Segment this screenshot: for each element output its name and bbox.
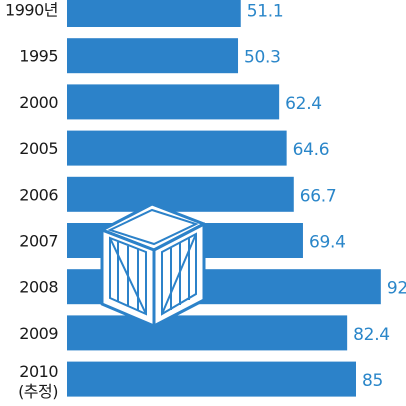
value-label: 82.4	[353, 325, 390, 345]
value-label: 51.1	[247, 2, 284, 22]
bar-2005	[67, 130, 287, 166]
category-label: 2000	[19, 93, 58, 112]
bar-2000	[67, 84, 280, 120]
category-label: 2008	[19, 278, 58, 297]
category-note: (추정)	[18, 382, 58, 401]
bars-layer	[67, 0, 381, 397]
value-label: 64.6	[293, 140, 330, 160]
value-label: 92.3	[387, 279, 406, 299]
value-labels: 51.1 50.3 62.4 64.6 66.7 69.4 92.3 82.4 85	[244, 2, 406, 392]
category-label: 2006	[19, 185, 58, 204]
bar-1995	[67, 38, 239, 74]
value-label: 50.3	[244, 48, 281, 68]
category-label: 2005	[19, 139, 58, 158]
category-label: 1990년	[5, 1, 58, 20]
bar-1990년	[67, 0, 241, 27]
value-label: 69.4	[309, 233, 346, 253]
wooden-crate-icon	[100, 202, 206, 328]
bar-2010	[67, 361, 356, 397]
value-label: 66.7	[300, 186, 337, 206]
value-label: 62.4	[285, 94, 322, 114]
category-label: 2009	[19, 324, 58, 343]
category-label: 2010	[19, 362, 58, 381]
value-label: 85	[362, 371, 383, 391]
category-label: 2007	[19, 232, 58, 251]
bar-2009	[67, 315, 348, 351]
category-label: 1995	[19, 47, 58, 66]
bar-2006	[67, 176, 294, 212]
category-labels: 1990년 1995 2000 2005 2006 2007 2008 2009 2010(추정…	[5, 1, 59, 402]
